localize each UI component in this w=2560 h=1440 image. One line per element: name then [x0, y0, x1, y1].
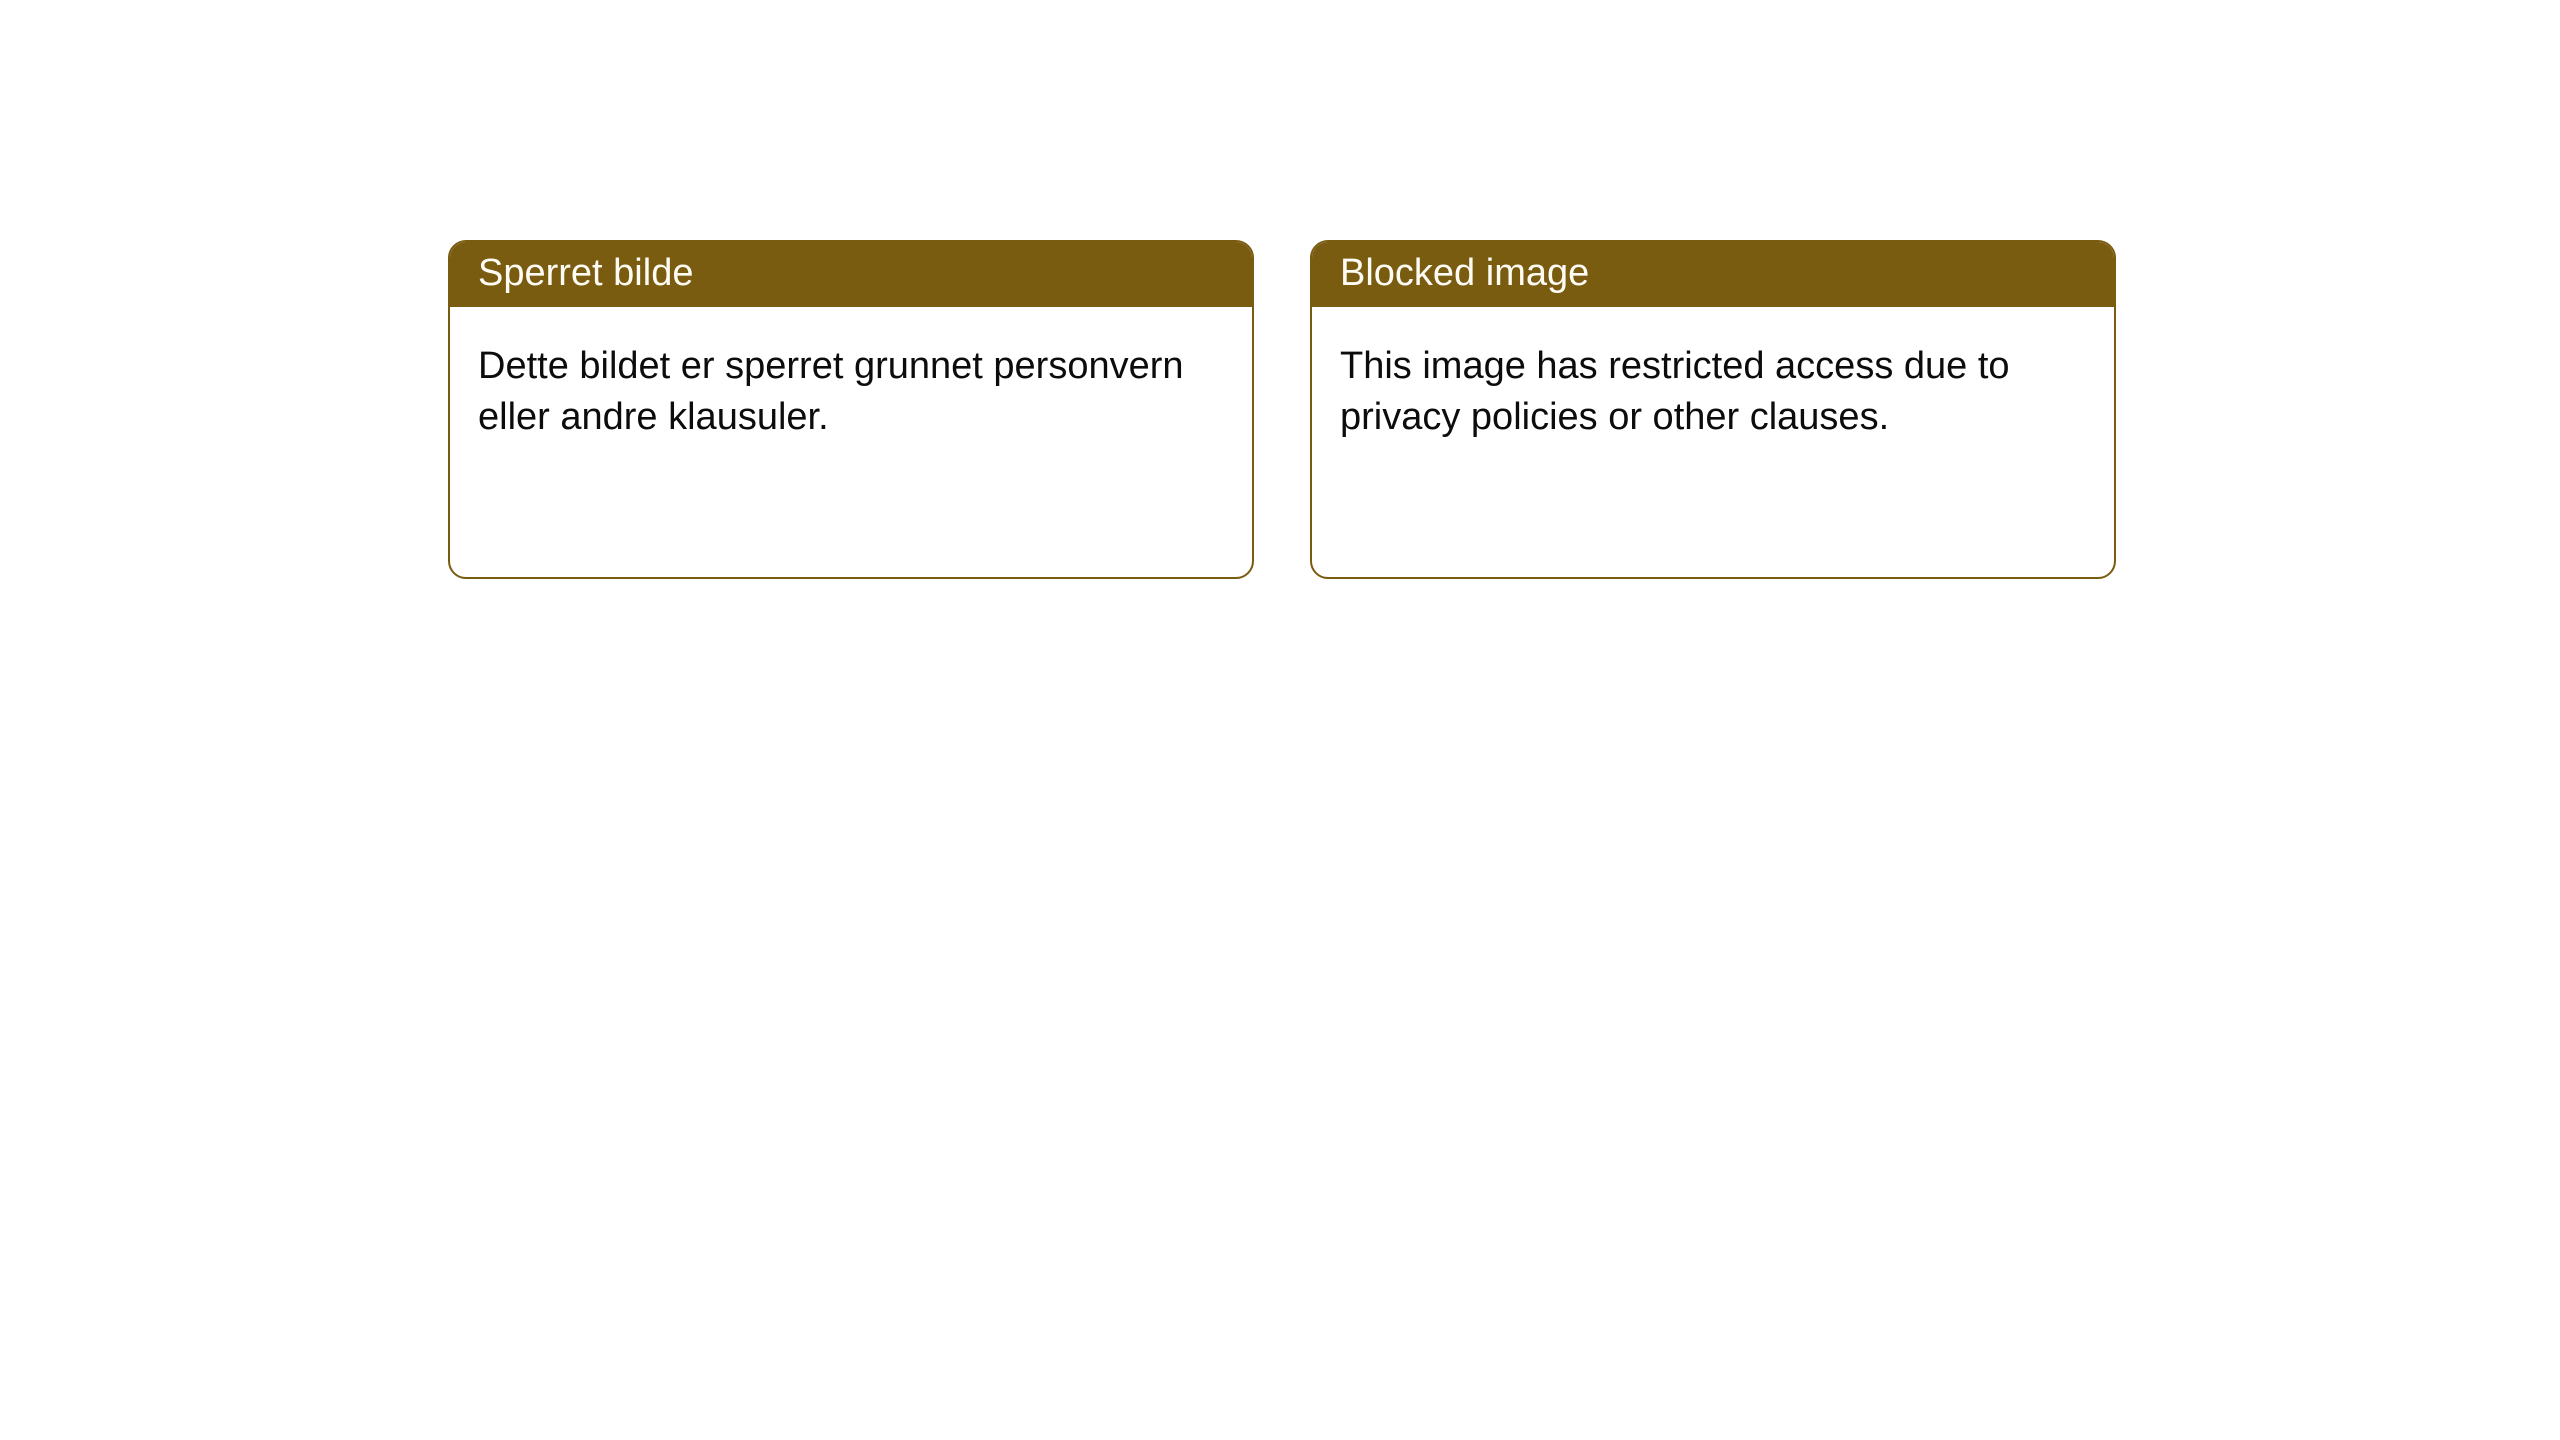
card-body-text: This image has restricted access due to …: [1340, 345, 2010, 438]
card-title: Sperret bilde: [478, 252, 693, 294]
card-title: Blocked image: [1340, 252, 1589, 294]
card-body-text: Dette bildet er sperret grunnet personve…: [478, 345, 1184, 438]
card-body: This image has restricted access due to …: [1312, 307, 2114, 577]
notice-container: Sperret bilde Dette bildet er sperret gr…: [0, 0, 2560, 579]
card-body: Dette bildet er sperret grunnet personve…: [450, 307, 1252, 577]
notice-card-english: Blocked image This image has restricted …: [1310, 240, 2116, 579]
notice-card-norwegian: Sperret bilde Dette bildet er sperret gr…: [448, 240, 1254, 579]
card-header: Blocked image: [1312, 242, 2114, 307]
card-header: Sperret bilde: [450, 242, 1252, 307]
